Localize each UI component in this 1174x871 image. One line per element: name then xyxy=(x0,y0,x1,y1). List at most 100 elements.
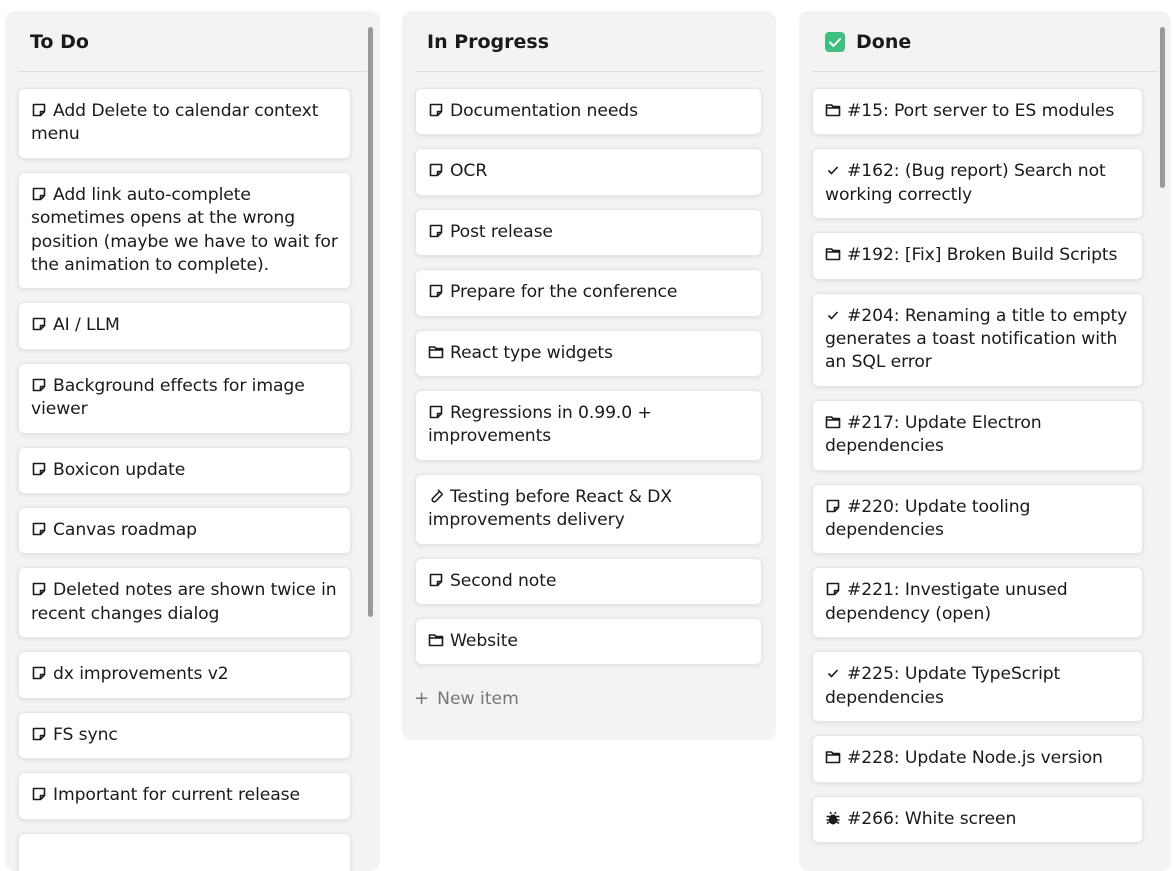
card-title: React type widgets xyxy=(450,343,613,363)
card[interactable]: Website xyxy=(415,618,762,665)
card[interactable]: Add Delete to calendar context menu xyxy=(18,88,351,159)
card-title: Website xyxy=(450,631,518,651)
column-in-progress: In Progress Documentation needs OCR Post r… xyxy=(402,11,776,740)
column-title: Done xyxy=(812,11,1158,72)
card[interactable]: #225: Update TypeScript dependencies xyxy=(812,651,1143,722)
card[interactable]: Add link auto-complete sometimes opens a… xyxy=(18,172,351,290)
note-icon xyxy=(428,223,444,239)
folder-icon xyxy=(825,102,841,118)
folder-icon xyxy=(825,414,841,430)
new-item-button[interactable]: +New item xyxy=(402,678,776,719)
card-title: Testing before React & DX improvements d… xyxy=(428,487,672,530)
check-icon xyxy=(825,665,841,681)
card-title: #192: [Fix] Broken Build Scripts xyxy=(847,245,1117,265)
card[interactable]: #15: Port server to ES modules xyxy=(812,88,1143,135)
card-title: Background effects for image viewer xyxy=(31,376,305,419)
todo-scrollbar[interactable] xyxy=(368,27,373,617)
card-title: Deleted notes are shown twice in recent … xyxy=(31,580,337,623)
card[interactable]: #217: Update Electron dependencies xyxy=(812,400,1143,471)
folder-icon xyxy=(428,632,444,648)
check-icon xyxy=(825,307,841,323)
note-icon xyxy=(31,521,47,537)
card[interactable]: Post release xyxy=(415,209,762,256)
card-title: Add Delete to calendar context menu xyxy=(31,101,318,144)
card-title: FS sync xyxy=(53,725,118,745)
note-icon xyxy=(825,498,841,514)
card-title: #225: Update TypeScript dependencies xyxy=(825,664,1060,707)
card[interactable]: Deleted notes are shown twice in recent … xyxy=(18,567,351,638)
folder-icon xyxy=(825,749,841,765)
card-title: Regressions in 0.99.0 + improvements xyxy=(428,403,652,446)
card[interactable]: AI / LLM xyxy=(18,302,351,349)
card-title: #217: Update Electron dependencies xyxy=(825,413,1042,456)
note-icon xyxy=(428,283,444,299)
card-title: #266: White screen xyxy=(847,809,1016,829)
folder-icon xyxy=(428,344,444,360)
bug-icon xyxy=(825,810,841,826)
note-icon xyxy=(31,316,47,332)
note-icon xyxy=(31,102,47,118)
card-title: #228: Update Node.js version xyxy=(847,748,1103,768)
column-title: To Do xyxy=(18,11,367,72)
card[interactable]: #192: [Fix] Broken Build Scripts xyxy=(812,232,1143,279)
note-icon xyxy=(428,102,444,118)
note-icon xyxy=(428,572,444,588)
test-tube-icon xyxy=(428,488,444,504)
card[interactable] xyxy=(18,833,351,871)
card-title: Post release xyxy=(450,222,553,242)
done-scrollbar[interactable] xyxy=(1160,27,1165,188)
card-title: Second note xyxy=(450,571,556,591)
column-done: Done #15: Port server to ES modules #162:… xyxy=(799,11,1171,871)
folder-icon xyxy=(825,246,841,262)
card[interactable]: Prepare for the conference xyxy=(415,269,762,316)
card[interactable]: Important for current release xyxy=(18,772,351,819)
card-list: Add Delete to calendar context menu Add l… xyxy=(5,72,380,871)
card-title: Add link auto-complete sometimes opens a… xyxy=(31,185,338,275)
column-title: In Progress xyxy=(415,11,763,72)
card-title: Boxicon update xyxy=(53,460,185,480)
card[interactable]: #266: White screen xyxy=(812,796,1143,843)
card[interactable]: Background effects for image viewer xyxy=(18,363,351,434)
card[interactable]: dx improvements v2 xyxy=(18,651,351,698)
note-icon xyxy=(31,377,47,393)
card-title: Documentation needs xyxy=(450,101,638,121)
column-todo: To Do Add Delete to calendar context men… xyxy=(5,11,380,871)
card[interactable]: React type widgets xyxy=(415,330,762,377)
card[interactable]: #228: Update Node.js version xyxy=(812,735,1143,782)
note-icon xyxy=(428,404,444,420)
card-title: #15: Port server to ES modules xyxy=(847,101,1114,121)
card-title: #221: Investigate unused dependency (ope… xyxy=(825,580,1068,623)
note-icon xyxy=(31,665,47,681)
card-title: Important for current release xyxy=(53,785,300,805)
card[interactable]: #162: (Bug report) Search not working co… xyxy=(812,148,1143,219)
note-icon xyxy=(31,726,47,742)
card[interactable]: FS sync xyxy=(18,712,351,759)
card[interactable]: #220: Update tooling dependencies xyxy=(812,484,1143,555)
green-check-box-icon xyxy=(824,31,846,53)
note-icon xyxy=(31,461,47,477)
card-list: #15: Port server to ES modules #162: (Bug… xyxy=(799,72,1171,843)
note-icon xyxy=(428,162,444,178)
card-list: Documentation needs OCR Post release Prepar… xyxy=(402,72,776,665)
card-title: #162: (Bug report) Search not working co… xyxy=(825,161,1106,204)
card-title: #204: Renaming a title to empty generate… xyxy=(825,306,1127,373)
card[interactable]: #221: Investigate unused dependency (ope… xyxy=(812,567,1143,638)
card[interactable]: #204: Renaming a title to empty generate… xyxy=(812,293,1143,387)
card-title: OCR xyxy=(450,161,487,181)
card-title: dx improvements v2 xyxy=(53,664,229,684)
card[interactable]: Canvas roadmap xyxy=(18,507,351,554)
plus-icon: + xyxy=(414,688,429,709)
note-icon xyxy=(31,186,47,202)
card[interactable]: Boxicon update xyxy=(18,447,351,494)
card[interactable]: Documentation needs xyxy=(415,88,762,135)
card-title: AI / LLM xyxy=(53,315,120,335)
card[interactable]: Testing before React & DX improvements d… xyxy=(415,474,762,545)
card[interactable]: OCR xyxy=(415,148,762,195)
card-title: Prepare for the conference xyxy=(450,282,677,302)
note-icon xyxy=(31,786,47,802)
card[interactable]: Second note xyxy=(415,558,762,605)
card-title: Canvas roadmap xyxy=(53,520,197,540)
check-icon xyxy=(825,162,841,178)
note-icon xyxy=(31,581,47,597)
card[interactable]: Regressions in 0.99.0 + improvements xyxy=(415,390,762,461)
